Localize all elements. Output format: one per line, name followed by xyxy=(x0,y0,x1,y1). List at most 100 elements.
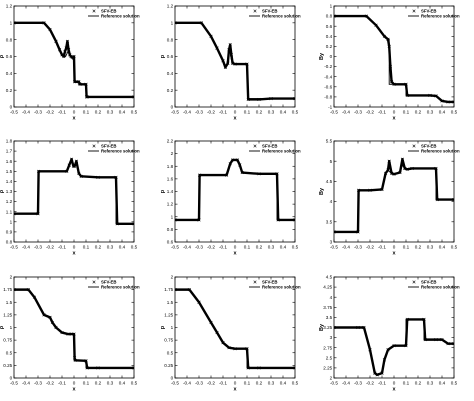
x-tick-label: -0.1 xyxy=(378,381,386,386)
y-tick-label: 3 xyxy=(330,335,333,340)
x-tick-label: 0.5 xyxy=(131,110,138,115)
y-tick-label: 1 xyxy=(10,325,13,330)
sfv-eb-marker xyxy=(293,96,295,101)
reference-solution-line xyxy=(334,15,454,103)
y-tick-label: 1.6 xyxy=(167,176,174,181)
sfv-eb-line xyxy=(175,21,295,101)
x-tick-label: -0.4 xyxy=(22,245,30,250)
sfv-eb-marker xyxy=(14,21,16,25)
chart-panel: -0.5 -0.4 -0.3 -0.2 -0.1 0 0.1 0.2 0.3 0.4 0.5 0 0.2… xyxy=(0,275,140,393)
y-tick-label: 0.6 xyxy=(326,24,333,29)
y-tick-label: 2 xyxy=(330,376,333,381)
x-tick-label: -0.1 xyxy=(378,245,386,250)
y-tick-label: 2.25 xyxy=(323,366,332,371)
sfv-eb-marker xyxy=(404,344,408,348)
sfv-eb-line xyxy=(334,157,454,234)
legend-reference-label: Reference solution xyxy=(262,14,301,19)
sfv-eb-marker xyxy=(197,300,201,304)
sfv-eb-marker xyxy=(362,325,366,330)
y-axis-label: By xyxy=(319,323,325,331)
sfv-eb-marker xyxy=(227,346,231,350)
sfv-eb-marker xyxy=(373,371,377,375)
series-group xyxy=(175,158,295,222)
y-tick-label: 1.2 xyxy=(6,4,13,9)
x-tick-label: -0.5 xyxy=(330,110,338,115)
sfv-eb-marker xyxy=(364,14,369,18)
sfv-eb-marker xyxy=(405,317,409,322)
x-tick-label: 0.2 xyxy=(256,381,263,386)
sfv-eb-marker xyxy=(233,62,237,66)
x-tick-label: 0.4 xyxy=(119,110,126,115)
x-tick-label: 0.5 xyxy=(292,381,299,386)
y-tick-label: 0.8 xyxy=(6,240,13,245)
y-tick-label: 0.75 xyxy=(3,338,12,343)
y-tick-label: 5.5 xyxy=(326,139,333,144)
sfv-eb-marker xyxy=(72,164,77,168)
y-tick-label: 2.75 xyxy=(323,345,332,350)
x-tick-label: 0.3 xyxy=(107,110,114,115)
x-tick-label: 0.5 xyxy=(292,245,299,250)
y-tick-label: 2 xyxy=(10,275,13,280)
sfv-eb-marker xyxy=(382,358,387,362)
y-tick-label: 0 xyxy=(171,376,174,381)
x-tick-label: 0.5 xyxy=(451,381,458,386)
y-tick-label: 1 xyxy=(171,20,174,25)
y-tick-label: 1.6 xyxy=(6,159,13,164)
x-tick-label: 0 xyxy=(234,245,237,250)
sfv-eb-marker xyxy=(79,174,83,178)
x-tick-label: 0 xyxy=(234,381,237,386)
sfv-eb-marker xyxy=(84,359,88,363)
sfv-eb-marker xyxy=(48,27,52,32)
chart-panel: -0.5 -0.4 -0.3 -0.2 -0.1 0 0.1 0.2 0.3 0.4 0.5 0.6 0… xyxy=(160,139,301,257)
y-tick-label: 0 xyxy=(10,376,13,381)
sfv-eb-marker xyxy=(434,94,438,98)
x-tick-label: 0.3 xyxy=(427,381,434,386)
y-tick-label: 0.25 xyxy=(164,363,173,368)
sfv-eb-marker xyxy=(209,320,213,325)
y-tick-label: 1 xyxy=(10,219,13,224)
y-tick-label: 0.25 xyxy=(3,363,12,368)
sfv-eb-marker xyxy=(386,168,390,172)
sfv-eb-marker xyxy=(224,173,229,177)
sfv-eb-marker xyxy=(386,348,390,352)
sfv-eb-marker xyxy=(226,61,230,65)
y-tick-label: 5 xyxy=(330,159,333,164)
y-tick-label: 1.3 xyxy=(6,189,13,194)
legend-sfv-eb-marker xyxy=(92,9,96,13)
sfv-eb-line xyxy=(175,288,295,370)
sfv-eb-marker xyxy=(382,34,387,38)
sfv-eb-marker xyxy=(132,95,134,99)
x-tick-label: -0.4 xyxy=(22,381,30,386)
sfv-eb-line xyxy=(334,318,454,376)
series-group xyxy=(175,21,295,102)
y-tick-label: 1.75 xyxy=(164,287,173,292)
y-tick-label: -0.2 xyxy=(324,64,332,69)
x-tick-label: -0.1 xyxy=(219,110,227,115)
y-axis-label: p xyxy=(160,189,166,193)
x-tick-label: -0.1 xyxy=(58,110,66,115)
x-tick-label: -0.5 xyxy=(171,381,179,386)
sfv-eb-marker xyxy=(85,366,89,370)
y-tick-label: -0.4 xyxy=(324,74,332,79)
sfv-eb-marker xyxy=(72,332,76,336)
sfv-eb-marker xyxy=(215,46,219,50)
sfv-eb-marker xyxy=(36,169,41,173)
x-tick-label: -0.3 xyxy=(34,381,42,386)
y-tick-label: 0.2 xyxy=(167,88,174,93)
sfv-eb-marker xyxy=(235,158,240,162)
x-tick-label: -0.2 xyxy=(46,245,54,250)
series-group xyxy=(14,157,134,226)
x-tick-label: 0.2 xyxy=(415,245,422,250)
sfv-eb-marker xyxy=(276,218,280,222)
sfv-eb-marker xyxy=(64,46,68,50)
sfv-eb-marker xyxy=(392,82,396,86)
x-tick-label: 0.4 xyxy=(280,110,287,115)
x-tick-label: -0.1 xyxy=(219,381,227,386)
sfv-eb-marker xyxy=(175,288,177,292)
x-tick-label: 0.5 xyxy=(131,245,138,250)
x-tick-label: 0.2 xyxy=(256,245,263,250)
x-tick-label: 0 xyxy=(393,245,396,250)
y-tick-label: 1 xyxy=(10,20,13,25)
sfv-eb-marker xyxy=(14,288,16,292)
y-tick-label: 2.2 xyxy=(167,139,174,144)
